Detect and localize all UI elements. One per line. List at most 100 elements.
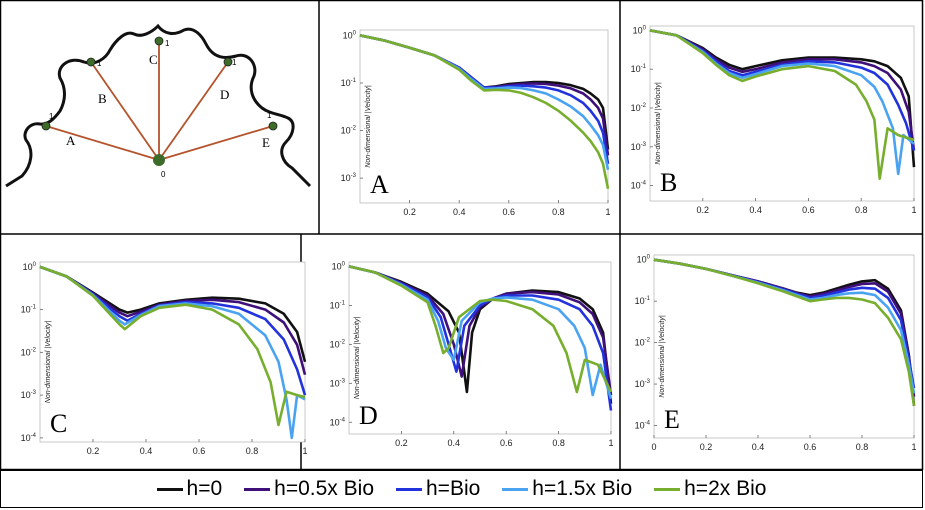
- legend-label: h=0: [186, 477, 223, 500]
- y-tick-label: 10-2: [341, 126, 357, 136]
- y-tick-label: 10-2: [21, 347, 37, 357]
- x-tick-label: 1: [911, 442, 916, 452]
- legend-swatch: [244, 487, 271, 491]
- x-tick-label: 0: [651, 442, 656, 452]
- y-tick-label: 100: [23, 262, 37, 272]
- y-tick-label: 10-4: [631, 181, 647, 191]
- legend: h=0 h=0.5x Bio h=Bio h=1.5x Bio h=2x Bio: [0, 470, 923, 508]
- legend-item: h=0.5x Bio: [244, 477, 374, 501]
- branch-label-e: E: [262, 135, 270, 150]
- y-tick-label: 10-1: [341, 78, 357, 88]
- y-tick-label: 10-2: [635, 338, 651, 348]
- x-tick-label: 0.6: [500, 438, 513, 448]
- branch-node-d: [223, 57, 233, 67]
- x-tick-label: 0.8: [855, 205, 868, 215]
- legend-swatch: [654, 487, 681, 491]
- y-axis-label: Non-dimensional |Velocity|: [659, 315, 666, 398]
- panel-letter: E: [664, 405, 680, 434]
- legend-swatch: [396, 487, 422, 491]
- panel-letter: C: [50, 409, 67, 438]
- wall-outline: [5, 23, 312, 188]
- x-tick-label: 0.4: [453, 207, 466, 217]
- legend-item: h=Bio: [396, 477, 480, 501]
- chart-panel-b: 0.2 0.4 0.6 0.8 1 100 10-1 10-2 10-3 10-4 Non-dime…: [631, 25, 917, 215]
- branch-end-label: 1: [232, 58, 237, 67]
- series-line-h-0-5x-bio: [649, 29, 916, 151]
- plot-area: [649, 25, 915, 202]
- branch-end-label: 1: [165, 39, 170, 48]
- y-tick-label: 100: [633, 25, 647, 35]
- y-tick-label: 100: [637, 255, 651, 265]
- branch-end-label: 1: [97, 59, 102, 68]
- legend-swatch: [156, 487, 183, 491]
- x-tick-label: 0.6: [503, 207, 516, 217]
- panel-letter: A: [370, 170, 389, 199]
- branch-label-a: A: [66, 133, 76, 148]
- branch-label-b: B: [98, 91, 107, 106]
- branch-node-c: [154, 36, 164, 46]
- x-tick-label: 0.4: [140, 446, 153, 456]
- legend-item: h=2x Bio: [654, 477, 766, 501]
- legend-label: h=0.5x Bio: [274, 477, 374, 500]
- chart-panel-d: 0.2 0.4 0.6 0.8 1 100 10-1 10-2 10-3 10-4 Non-dime…: [330, 261, 614, 448]
- x-tick-label: 0.4: [448, 438, 461, 448]
- x-tick-label: 0.6: [802, 205, 815, 215]
- y-tick-label: 10-3: [341, 173, 357, 183]
- branch-line-e: [158, 125, 274, 161]
- x-tick-label: 0.6: [193, 446, 206, 456]
- series-line-h-2x-bio: [649, 29, 915, 180]
- plot-area: [359, 29, 609, 204]
- series-line-h-1-5x-bio: [39, 265, 306, 440]
- x-tick-label: 0.8: [856, 442, 869, 452]
- x-tick-label: 0.8: [552, 207, 565, 217]
- y-tick-label: 10-3: [330, 378, 346, 388]
- y-tick-label: 10-1: [631, 64, 647, 74]
- chart-panel-a: 0.2 0.4 0.6 0.8 1 100 10-1 10-2 10-3 Non-dimensio…: [341, 29, 611, 217]
- y-tick-label: 10-2: [330, 339, 346, 349]
- x-tick-label: 0.2: [87, 446, 100, 456]
- series-line-h-2x-bio: [39, 265, 306, 427]
- figure-frame: [0, 0, 924, 471]
- series-line-h-bio: [348, 265, 613, 411]
- plot-area: [348, 261, 612, 435]
- branch-node-e: [268, 121, 278, 131]
- y-tick-label: 10-3: [635, 379, 651, 389]
- x-tick-label: 1: [302, 446, 307, 456]
- x-tick-label: 0.6: [804, 442, 817, 452]
- series-line-h-2x-bio: [653, 258, 916, 406]
- branch-line-a: [45, 125, 160, 161]
- y-tick-label: 100: [332, 261, 346, 271]
- y-tick-label: 10-1: [21, 305, 37, 315]
- x-tick-label: 0.2: [403, 207, 416, 217]
- branch-label-d: D: [220, 87, 229, 102]
- y-axis-label: Non-dimensional |Velocity|: [45, 321, 52, 404]
- x-tick-label: 0.2: [395, 438, 408, 448]
- legend-swatch: [502, 487, 529, 491]
- branch-end-label: 1: [49, 112, 54, 121]
- branch-end-label: 1: [267, 111, 272, 120]
- origin-node: [153, 154, 165, 166]
- origin-label: 0: [161, 170, 166, 179]
- x-tick-label: 0.8: [552, 438, 565, 448]
- x-tick-label: 0.8: [246, 446, 259, 456]
- y-tick-label: 100: [343, 30, 357, 40]
- y-tick-label: 10-1: [330, 300, 346, 310]
- branch-node-b: [86, 57, 96, 67]
- panel-letter: D: [359, 401, 378, 430]
- x-tick-label: 1: [605, 207, 610, 217]
- y-axis-label: Non-dimensional |Velocity|: [365, 85, 372, 168]
- legend-label: h=2x Bio: [684, 477, 767, 500]
- panel-letter: B: [660, 168, 677, 197]
- y-tick-label: 10-4: [330, 417, 346, 427]
- x-tick-label: 0.2: [700, 442, 713, 452]
- y-axis-label: Non-dimensional |Velocity|: [655, 82, 662, 165]
- y-tick-label: 10-3: [21, 390, 37, 400]
- branch-line-d: [158, 61, 229, 161]
- legend-item: h=0: [156, 477, 223, 501]
- y-tick-label: 10-2: [631, 103, 647, 113]
- legend-label: h=Bio: [426, 477, 481, 500]
- y-tick-label: 10-3: [631, 142, 647, 152]
- y-axis-label: Non-dimensional |Velocity|: [354, 317, 361, 400]
- y-tick-label: 10-1: [635, 296, 651, 306]
